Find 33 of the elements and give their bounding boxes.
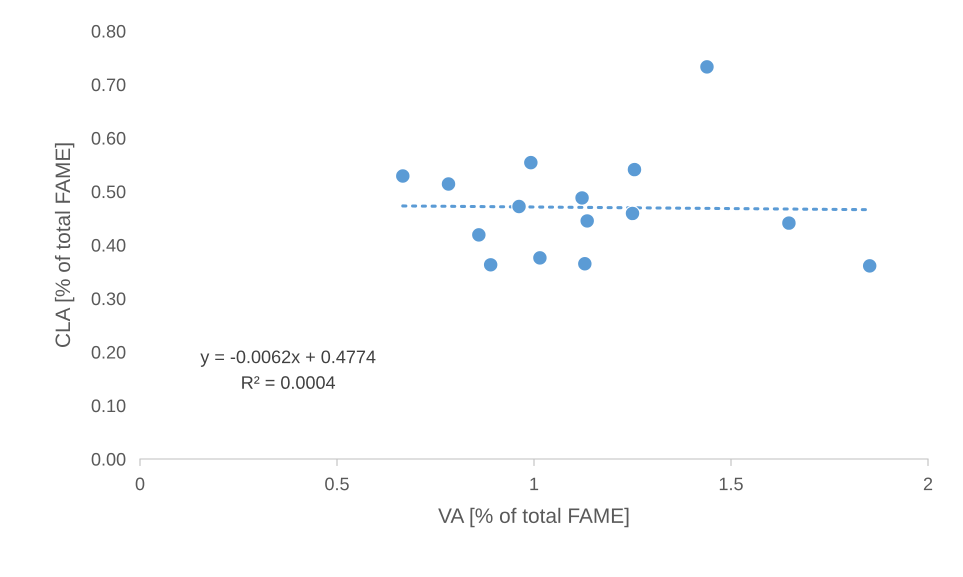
annotation: R² = 0.0004: [242, 376, 336, 389]
point: [471, 226, 487, 243]
y-tick-label: 0.00: [92, 452, 126, 466]
point: [626, 162, 642, 178]
point: [699, 59, 715, 75]
x-tick-label: 0: [136, 478, 144, 490]
annotation: y = -0.0062x + 0.4774: [200, 350, 376, 367]
x-axis-title: VA [% of total FAME]: [438, 508, 628, 528]
y-tick-label: 0.50: [92, 185, 126, 198]
point: [511, 198, 527, 214]
y-tick-label: 0.40: [92, 238, 126, 252]
x-tick-label: 0.5: [325, 478, 349, 490]
point: [532, 250, 548, 266]
y-tick-label: 0.20: [92, 346, 126, 359]
y-axis-title: CLA [% of total FAME]: [54, 143, 74, 347]
point: [440, 176, 456, 192]
point: [574, 190, 590, 206]
point: [394, 168, 411, 184]
x-tick-label: 2: [924, 478, 932, 490]
y-tick-label: 0.70: [92, 78, 126, 92]
x-tick-label: 1.5: [720, 478, 743, 490]
x-tick-label: 1: [530, 478, 538, 490]
point: [862, 258, 878, 274]
point: [482, 256, 498, 273]
y-tick-label: 0.10: [92, 399, 126, 412]
point: [781, 215, 797, 231]
point: [624, 206, 640, 222]
y-tick-label: 0.30: [92, 292, 126, 306]
y-tick-label: 0.60: [92, 132, 126, 145]
point: [576, 256, 593, 272]
point: [523, 154, 539, 170]
point: [579, 213, 596, 229]
y-tick-label: 0.80: [92, 24, 126, 38]
